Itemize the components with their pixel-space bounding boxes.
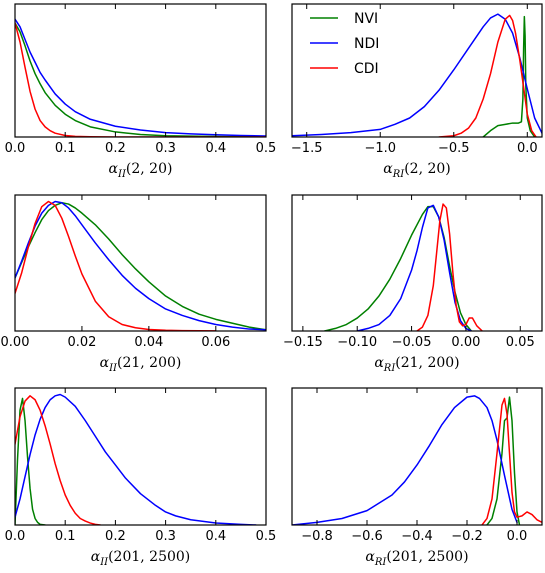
- legend-label-cdi: CDI: [354, 61, 379, 77]
- series-line-cdi: [438, 14, 537, 137]
- series-line-nvi: [486, 396, 521, 525]
- series-group: [292, 13, 542, 137]
- chart-panel-1: 0.0 0.1 0.2 0.3 0.4 0.5 αII(2, 20): [5, 3, 277, 180]
- x-tick-label: 0.3: [155, 529, 176, 544]
- x-tick-label: −0.4: [401, 529, 433, 544]
- x-tick-label: −0.6: [351, 529, 383, 544]
- series-line-cdi: [481, 397, 542, 525]
- series-line-nvi: [482, 15, 536, 137]
- plot-frame: [291, 194, 543, 332]
- chart-panel-6: −0.8 −0.6 −0.4 −0.2 0.0 αRI(201, 2500): [291, 387, 543, 568]
- x-tick-label: 0.0: [5, 141, 26, 156]
- series-line-nvi: [15, 202, 266, 331]
- x-tick-label: 0.4: [205, 141, 226, 156]
- chart-panel-5: 0.0 0.1 0.2 0.3 0.4 0.5 αII(201, 2500): [5, 387, 277, 568]
- series-line-nvi: [15, 22, 266, 137]
- x-tick-label: 0.00: [451, 335, 480, 350]
- chart-panel-2: −1.5 −1.0 −0.5 0.0 αRI(2, 20) NVI NDI CDI: [291, 3, 543, 180]
- x-axis-label: αRI(21, 200): [374, 355, 459, 374]
- x-tick-label: 0.04: [134, 335, 163, 350]
- series-line-ndi: [292, 13, 542, 137]
- x-axis-label: αII(2, 20): [109, 161, 173, 180]
- plot-frame: [14, 194, 267, 332]
- series-group: [15, 200, 266, 331]
- x-axis-label: αII(201, 2500): [91, 549, 191, 568]
- series-group: [15, 18, 266, 137]
- plot-frame: [291, 387, 543, 526]
- series-line-ndi: [15, 200, 266, 331]
- plot-frame: [14, 387, 267, 526]
- legend: NVI NDI CDI: [310, 11, 379, 77]
- series-line-ndi: [292, 395, 518, 525]
- x-tick-label: −0.15: [283, 335, 323, 350]
- series-line-cdi: [15, 200, 217, 331]
- x-tick-label: 0.05: [506, 335, 535, 350]
- series-line-cdi: [416, 203, 483, 331]
- x-tick-label: 0.0: [517, 141, 538, 156]
- series-line-ndi: [15, 393, 257, 525]
- x-tick-label: 0.02: [67, 335, 96, 350]
- x-tick-label: 0.4: [205, 529, 226, 544]
- x-tick-label: 0.3: [155, 141, 176, 156]
- x-tick-label: 0.2: [105, 141, 126, 156]
- x-tick-label: −0.2: [451, 529, 483, 544]
- x-tick-label: 0.00: [1, 335, 30, 350]
- x-tick-label: 0.5: [256, 141, 277, 156]
- series-group: [15, 393, 257, 525]
- x-tick-label: 0.2: [105, 529, 126, 544]
- x-tick-label: −0.05: [392, 335, 432, 350]
- x-axis-label: αII(21, 200): [100, 355, 182, 374]
- x-tick-label: −0.10: [337, 335, 377, 350]
- series-line-cdi: [15, 22, 266, 137]
- x-axis-label: αRI(2, 20): [383, 161, 451, 180]
- x-tick-label: 0.0: [5, 529, 26, 544]
- x-tick-label: −0.8: [301, 529, 333, 544]
- legend-label-nvi: NVI: [354, 11, 378, 27]
- x-tick-label: −1.0: [364, 141, 396, 156]
- x-tick-label: 0.1: [55, 141, 76, 156]
- x-tick-label: −1.5: [291, 141, 323, 156]
- x-tick-label: −0.5: [438, 141, 470, 156]
- chart-panel-3: 0.00 0.02 0.04 0.06 αII(21, 200): [1, 194, 267, 374]
- plot-frame: [291, 3, 543, 138]
- series-group: [292, 395, 542, 525]
- x-tick-label: 0.06: [201, 335, 230, 350]
- series-line-ndi: [356, 204, 473, 331]
- series-line-cdi: [15, 395, 102, 525]
- series-group: [323, 203, 483, 331]
- x-tick-label: 0.0: [507, 529, 528, 544]
- x-axis-label: αRI(201, 2500): [365, 549, 468, 568]
- x-tick-label: 0.5: [256, 529, 277, 544]
- legend-label-ndi: NDI: [354, 36, 379, 52]
- plot-frame: [14, 3, 267, 138]
- series-line-ndi: [15, 18, 266, 137]
- x-tick-label: 0.1: [55, 529, 76, 544]
- chart-panel-4: −0.15 −0.10 −0.05 0.00 0.05 αRI(21, 200): [283, 194, 543, 374]
